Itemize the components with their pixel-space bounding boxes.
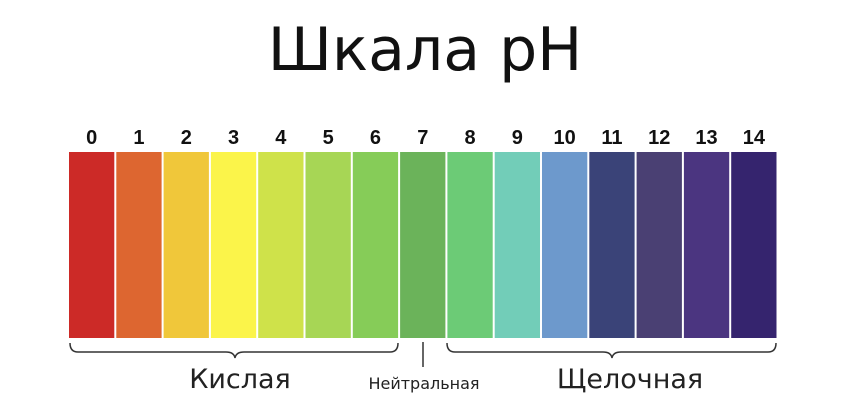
ph-bar-10 (542, 152, 588, 338)
ph-value-label: 3 (228, 127, 239, 149)
ph-bar-14 (731, 152, 777, 338)
ph-value-label: 10 (554, 127, 576, 149)
ph-value-label: 13 (695, 127, 717, 149)
ph-bar-13 (683, 152, 730, 338)
ph-bar-11 (589, 152, 635, 338)
ph-bar-5 (305, 152, 351, 338)
ph-bar-0 (69, 152, 115, 338)
ph-bar-4 (258, 152, 304, 338)
ph-value-label: 12 (648, 127, 670, 149)
alkaline-label: Щелочная (557, 364, 703, 395)
ph-bar-1 (116, 152, 162, 338)
ph-value-label: 11 (601, 127, 622, 149)
neutral-label: Нейтральная (368, 374, 479, 393)
ph-bar-9 (494, 152, 540, 338)
ph-bar-2 (163, 152, 209, 338)
ph-value-label: 6 (370, 127, 381, 149)
ph-bar-7 (400, 152, 446, 338)
ph-value-label: 8 (464, 127, 475, 149)
diagram-title: Шкала pH (268, 15, 583, 85)
acidic-label: Кислая (189, 364, 291, 395)
ph-bar-12 (636, 152, 682, 338)
ph-value-label: 7 (417, 127, 428, 149)
ph-bar-8 (447, 152, 493, 338)
ph-bar-6 (352, 152, 399, 338)
alkaline-brace (446, 342, 777, 359)
ph-value-label: 4 (275, 127, 287, 149)
ph-bar-3 (210, 152, 257, 338)
ph-value-label: 2 (181, 127, 192, 149)
ph-value-label: 14 (743, 127, 766, 149)
ph-value-label: 0 (86, 127, 97, 149)
ph-value-label: 9 (512, 127, 523, 149)
ph-value-label: 5 (323, 127, 334, 149)
ph-value-label: 1 (133, 127, 144, 149)
acidic-brace (69, 342, 399, 359)
